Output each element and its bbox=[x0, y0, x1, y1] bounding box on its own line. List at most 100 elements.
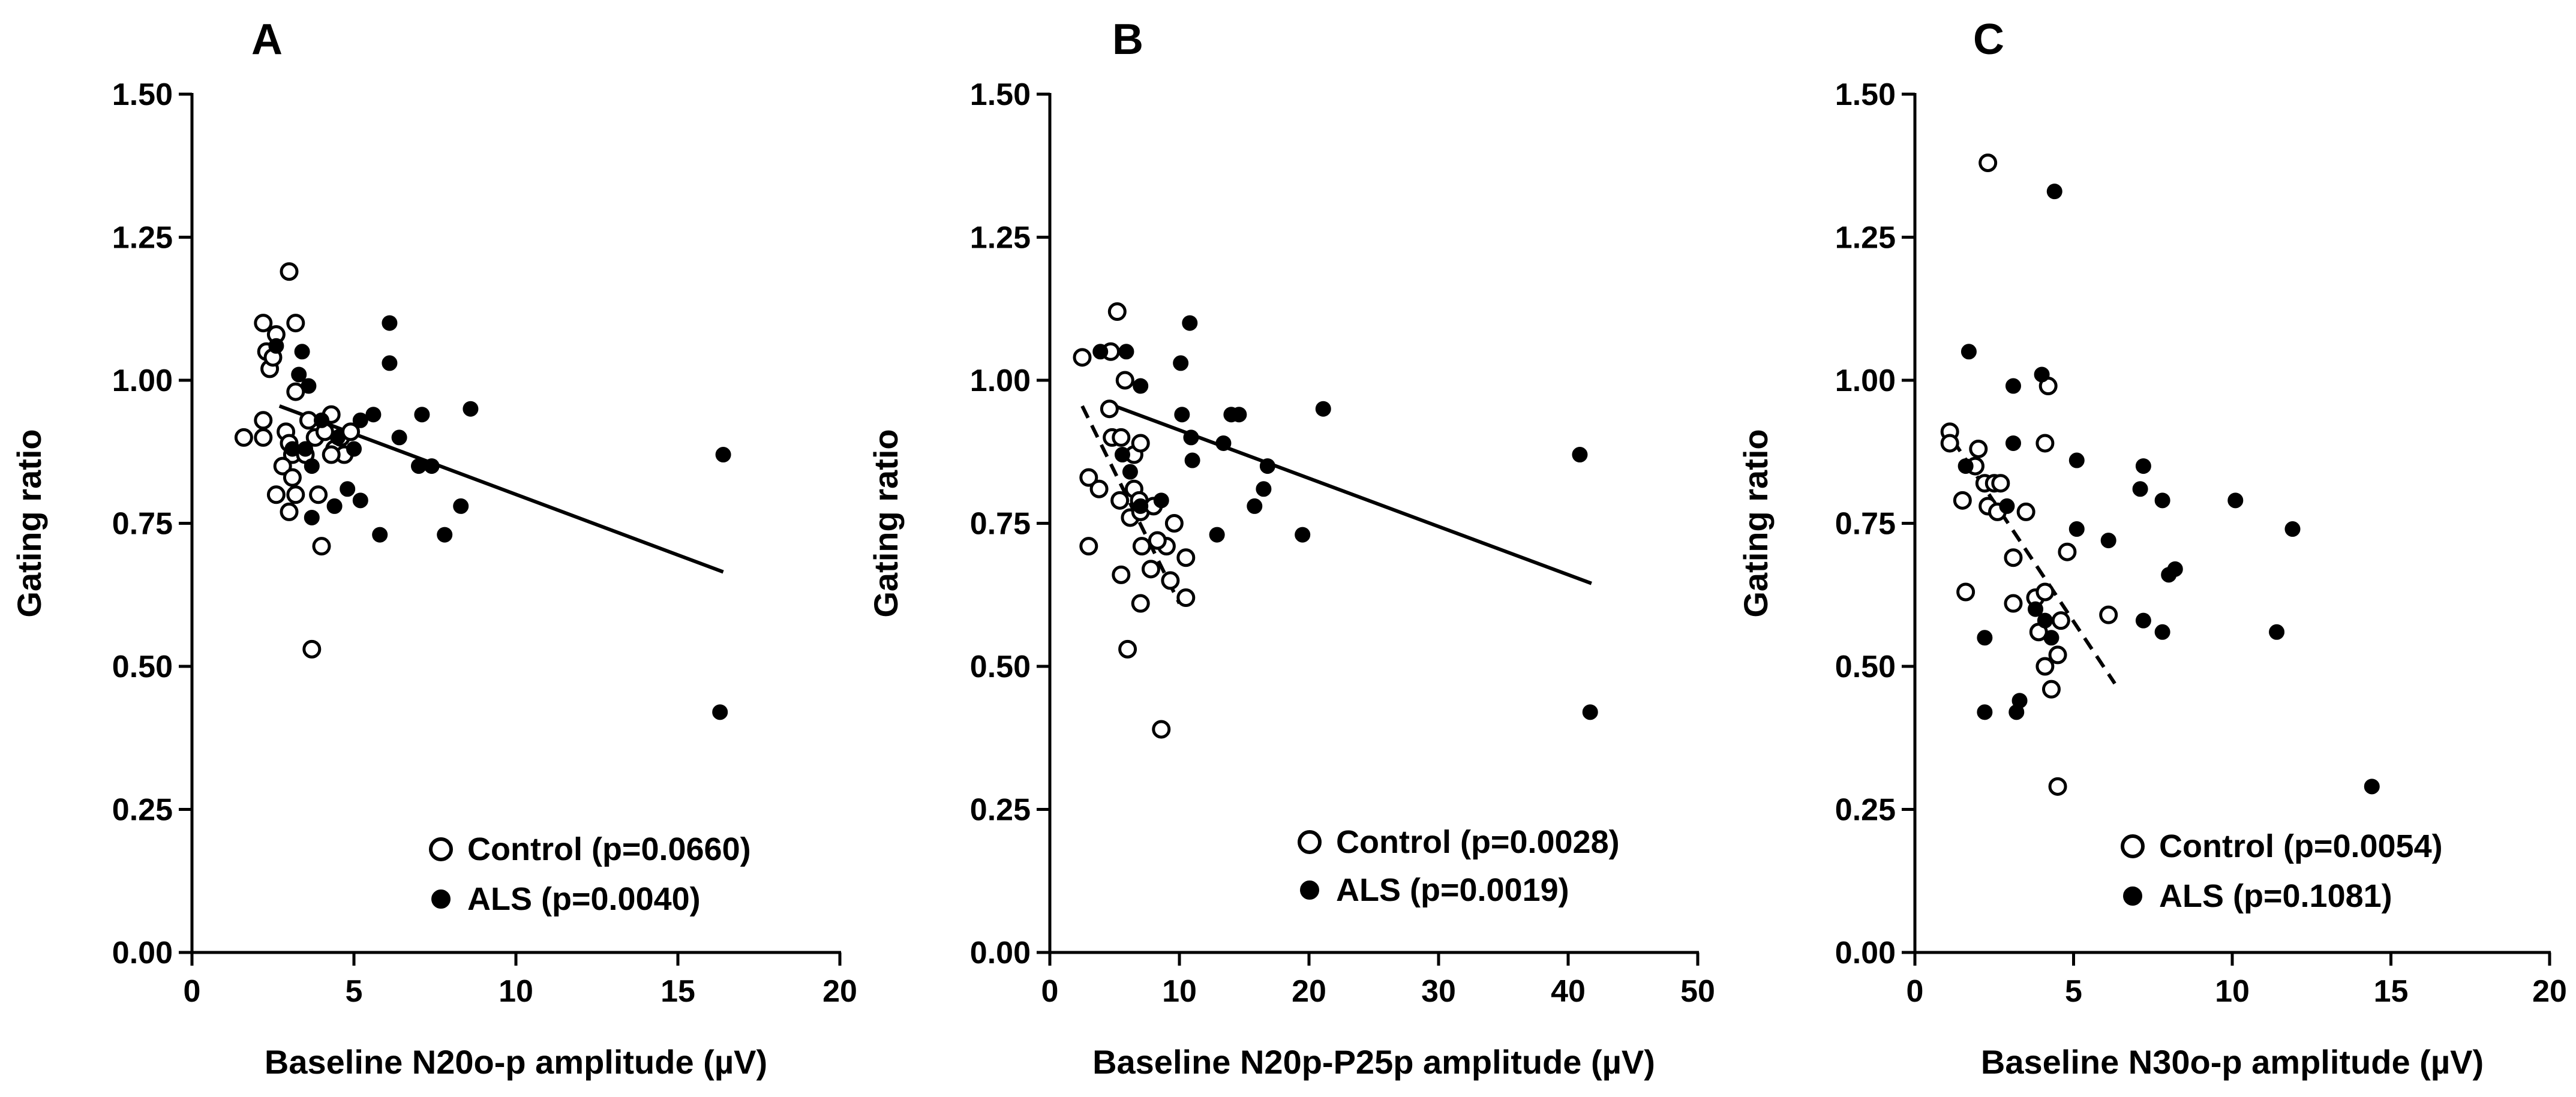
x-tick-label: 5 bbox=[346, 974, 363, 1009]
data-point-control bbox=[2099, 605, 2118, 624]
x-tick-label: 15 bbox=[2374, 974, 2409, 1009]
legend-marker-control bbox=[429, 837, 453, 861]
data-point-als bbox=[2161, 567, 2177, 583]
data-point-control bbox=[2048, 777, 2067, 796]
data-point-control bbox=[1132, 537, 1151, 556]
data-point-control bbox=[1115, 371, 1134, 390]
data-point-als bbox=[294, 344, 310, 360]
data-point-als bbox=[1133, 498, 1149, 514]
x-tick-label: 10 bbox=[1162, 974, 1197, 1009]
data-point-als bbox=[2154, 492, 2170, 509]
data-point-als bbox=[463, 401, 479, 417]
data-point-als bbox=[284, 441, 301, 457]
panel-b: B 0.00 0.25 0.50 0.75 1.00 1.25 1.50 0 10 20 30 40 50… bbox=[867, 16, 1715, 1081]
data-point-control bbox=[1112, 428, 1131, 447]
data-point-als bbox=[2227, 492, 2244, 509]
legend-marker-control bbox=[2121, 834, 2145, 858]
data-point-als bbox=[2284, 521, 2301, 537]
data-point-control bbox=[2058, 542, 2077, 561]
panel-a: A 0.00 0.25 0.50 0.75 1.00 1.25 1.50 0 5 10 15 20 Bas… bbox=[10, 16, 857, 1081]
data-point-als bbox=[314, 412, 329, 428]
data-point-als bbox=[304, 509, 320, 525]
data-point-control bbox=[309, 485, 328, 504]
data-point-als bbox=[346, 441, 362, 457]
legend-label-control: Control (p=0.0028) bbox=[1336, 824, 1620, 860]
data-point-control bbox=[254, 314, 273, 333]
data-point-als bbox=[1184, 452, 1200, 468]
data-point-als bbox=[1209, 527, 1225, 543]
data-point-control bbox=[1100, 399, 1119, 419]
data-point-als bbox=[2068, 452, 2085, 468]
data-point-control bbox=[322, 445, 341, 464]
data-point-control bbox=[1110, 491, 1130, 510]
data-point-control bbox=[312, 537, 331, 556]
data-point-als bbox=[1122, 464, 1138, 480]
y-tick-label: 0.25 bbox=[1835, 793, 1896, 828]
x-tick-label: 50 bbox=[1680, 974, 1715, 1009]
data-point-control bbox=[2004, 594, 2023, 613]
y-axis-title: Gating ratio bbox=[1737, 429, 1775, 617]
data-point-control bbox=[286, 485, 305, 504]
data-point-als bbox=[1256, 481, 1272, 497]
data-point-als bbox=[268, 338, 284, 354]
data-point-als bbox=[352, 492, 368, 509]
legend-label-als: ALS (p=0.0040) bbox=[467, 881, 701, 917]
data-point-als bbox=[365, 407, 382, 423]
data-point-als bbox=[2269, 624, 2285, 640]
data-point-als bbox=[1173, 355, 1189, 371]
data-point-control bbox=[1107, 302, 1127, 321]
data-point-control bbox=[266, 485, 286, 504]
x-tick-label: 30 bbox=[1421, 974, 1456, 1009]
data-point-als bbox=[382, 355, 398, 371]
data-point-control bbox=[2041, 680, 2061, 699]
data-point-control bbox=[1176, 548, 1196, 567]
data-point-als bbox=[1582, 704, 1598, 720]
data-point-control bbox=[2035, 657, 2055, 676]
x-tick-label: 0 bbox=[184, 974, 201, 1009]
y-axis-title: Gating ratio bbox=[10, 429, 48, 617]
data-point-als bbox=[1977, 630, 1993, 646]
y-tick-label: 0.75 bbox=[112, 507, 173, 542]
x-tick-label: 0 bbox=[1041, 974, 1059, 1009]
data-point-control bbox=[2035, 434, 2055, 453]
data-point-als bbox=[411, 458, 427, 474]
data-point-control bbox=[1141, 560, 1160, 579]
y-tick-label: 0.75 bbox=[1835, 507, 1896, 542]
data-point-control bbox=[1148, 531, 1167, 550]
legend-label-als: ALS (p=0.1081) bbox=[2159, 878, 2392, 914]
data-point-als bbox=[1572, 447, 1588, 463]
panel-letter: B bbox=[1112, 16, 1143, 64]
y-tick-label: 0.00 bbox=[970, 936, 1031, 970]
y-tick-label: 1.25 bbox=[970, 221, 1031, 256]
data-point-control bbox=[1131, 434, 1150, 453]
data-point-als bbox=[2028, 601, 2044, 617]
data-point-control bbox=[254, 428, 273, 447]
data-point-als bbox=[326, 498, 343, 514]
x-tick-label: 40 bbox=[1551, 974, 1586, 1009]
data-point-als bbox=[2154, 624, 2170, 640]
data-point-als bbox=[291, 366, 307, 383]
data-point-control bbox=[2051, 611, 2070, 630]
fit-line-control bbox=[1080, 405, 1181, 605]
data-point-als bbox=[352, 412, 368, 428]
data-point-control bbox=[234, 428, 253, 447]
y-tick-label: 0.50 bbox=[1835, 650, 1896, 684]
data-point-als bbox=[414, 407, 430, 423]
y-tick-label: 0.25 bbox=[112, 793, 173, 828]
y-tick-label: 1.25 bbox=[112, 221, 173, 256]
y-tick-label: 1.50 bbox=[1835, 77, 1896, 112]
panel-letter: C bbox=[1973, 16, 2004, 64]
data-point-als bbox=[1215, 435, 1232, 451]
data-point-control bbox=[1089, 479, 1109, 498]
data-point-als bbox=[715, 447, 731, 463]
data-point-control bbox=[1991, 474, 2010, 493]
data-point-control bbox=[280, 502, 299, 521]
data-point-als bbox=[1957, 458, 1974, 474]
y-tick-label: 0.50 bbox=[970, 650, 1031, 684]
x-axis-title: Baseline N20p-P25p amplitude (µV) bbox=[1092, 1043, 1655, 1081]
y-tick-label: 0.00 bbox=[1835, 936, 1896, 970]
data-point-als bbox=[1182, 315, 1198, 331]
data-point-control bbox=[283, 468, 302, 487]
y-axis-title: Gating ratio bbox=[867, 429, 905, 617]
data-point-als bbox=[340, 481, 356, 497]
